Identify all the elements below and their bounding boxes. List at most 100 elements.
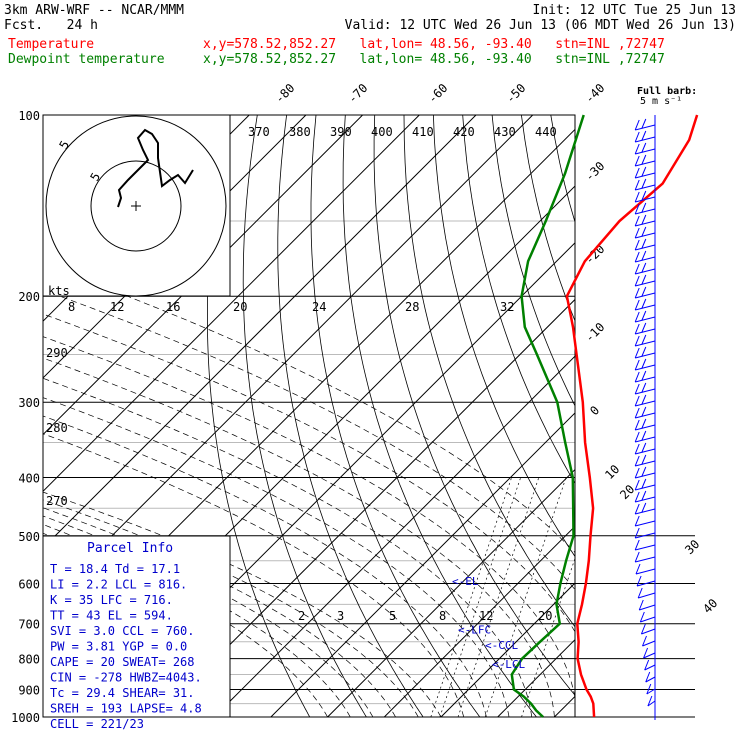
wind-barb: [635, 568, 656, 575]
dry-adiabat: [491, 115, 575, 407]
wind-barb-flag: [634, 167, 640, 179]
wind-barb: [640, 616, 656, 623]
wind-barb-flag: [634, 527, 640, 539]
pressure-tick-label: 900: [18, 683, 40, 697]
parcel-info-row: CAPE = 20 SWEAT= 268: [50, 655, 195, 669]
wind-barb: [644, 664, 656, 671]
mixing-ratio-label: 32: [500, 300, 514, 314]
wind-barb-flag: [634, 299, 640, 311]
isotherm-label: -20: [582, 242, 607, 267]
wind-barb-flag: [634, 119, 640, 131]
isotherm-line: [43, 115, 420, 493]
hodograph-speed-label: 8: [68, 300, 75, 314]
wind-barb: [635, 364, 656, 371]
mixing-ratio-label: 28: [405, 300, 419, 314]
dry-adiabat: [668, 115, 740, 730]
wind-barb-flag: [634, 227, 640, 239]
hodograph-speed-label: 16: [166, 300, 180, 314]
wind-barb-flag: [647, 695, 653, 707]
wind-barb-flag: [641, 322, 647, 333]
pressure-tick-label: 200: [18, 290, 40, 304]
wind-barb-flag: [641, 334, 647, 345]
wind-barbs: [634, 115, 656, 720]
wind-barb-flag: [641, 238, 647, 249]
plot-area: [43, 115, 740, 730]
wind-barb: [635, 232, 656, 239]
wind-barb: [635, 124, 656, 131]
parcel-info-row: K = 35 LFC = 716.: [50, 593, 173, 607]
wind-barb: [635, 376, 656, 383]
theta-label: 420: [453, 125, 475, 139]
mixing-ratio-line: [439, 477, 521, 717]
mixing-ratio-line: [594, 477, 675, 717]
wind-barb-flag: [641, 154, 647, 165]
wind-barb: [635, 532, 656, 539]
dry-adiabat: [342, 115, 538, 717]
wind-barb-flag: [635, 563, 641, 575]
hodograph-speed-label: 12: [110, 300, 124, 314]
wind-barb-flag: [634, 455, 640, 467]
wind-barb-flag: [634, 287, 640, 299]
wind-barb-flag: [634, 215, 640, 227]
pressure-tick-label: 700: [18, 618, 40, 632]
wind-barb-flag: [634, 371, 640, 383]
wind-barb-flag: [634, 467, 640, 479]
wind-barb: [635, 472, 656, 479]
wind-barb-flag: [634, 155, 640, 167]
wind-barb-flag: [634, 431, 640, 443]
wind-barb-flag: [641, 226, 647, 237]
parcel-info-box: Parcel Info T = 18.4 Td = 17.1 LI = 2.2 LC…: [42, 535, 231, 731]
pressure-tick-label: 600: [18, 577, 40, 591]
wind-barb: [635, 448, 656, 455]
theta-label: 370: [248, 125, 270, 139]
isotherm-label: 10: [602, 462, 622, 482]
parcel-info-frame: [42, 535, 231, 718]
isotherm-line: [270, 412, 575, 717]
mixing-ratio-label: 3: [337, 609, 344, 623]
isotherm-line: [43, 115, 534, 606]
wind-barb-flag: [641, 142, 647, 153]
wind-barb: [645, 676, 656, 683]
wind-barb-flag: [641, 118, 647, 129]
dry-adiabat: [310, 115, 481, 717]
wind-barb: [635, 160, 656, 167]
theta-label: 280: [46, 421, 68, 435]
dry-adiabat: [639, 115, 740, 730]
isotherm-label: -70: [345, 81, 370, 106]
isotherm-label: -60: [425, 81, 450, 106]
dry-adiabat: [373, 115, 575, 696]
wind-barb-flag: [639, 611, 645, 623]
wind-barb-flag: [634, 539, 640, 551]
wind-barb-flag: [634, 335, 640, 347]
wind-barb-flag: [634, 203, 640, 215]
dry-adiabat: [727, 115, 740, 730]
temperature-station-info: x,y=578.52,852.27 lat,lon= 48.56, -93.40…: [203, 37, 665, 52]
isotherm-line: [43, 115, 477, 549]
wind-barb: [635, 388, 656, 395]
wind-barb-flag: [641, 346, 647, 357]
pressure-tick-label: 500: [18, 530, 40, 544]
isotherm-label: -80: [272, 81, 297, 106]
parcel-info-row: LI = 2.2 LCL = 816.: [50, 578, 187, 592]
moist-adiabat: [43, 264, 575, 554]
wind-barb-flag: [634, 419, 640, 431]
parcel-level-marker: <-EL: [452, 575, 479, 588]
barb-legend-title: Full barb:: [637, 86, 697, 97]
parcel-level-marker: <-LFC: [458, 624, 491, 637]
wind-barb-flag: [641, 262, 647, 273]
wind-barb-flag: [641, 478, 647, 489]
temperature-legend: Temperature: [8, 37, 95, 52]
isotherm-line: [725, 115, 740, 717]
hodograph-ring: [90, 160, 182, 252]
wind-barb-flag: [642, 635, 647, 647]
hodograph-ring: [45, 115, 227, 297]
wind-barb: [635, 544, 656, 551]
wind-barb-flag: [634, 479, 640, 491]
isotherm-line: [327, 468, 575, 717]
wind-barb: [635, 556, 656, 563]
wind-barb: [635, 412, 656, 419]
moist-adiabat: [43, 357, 555, 717]
wind-barb-flag: [641, 418, 647, 429]
wind-barb-flag: [641, 466, 647, 477]
moist-adiabat: [43, 433, 465, 717]
